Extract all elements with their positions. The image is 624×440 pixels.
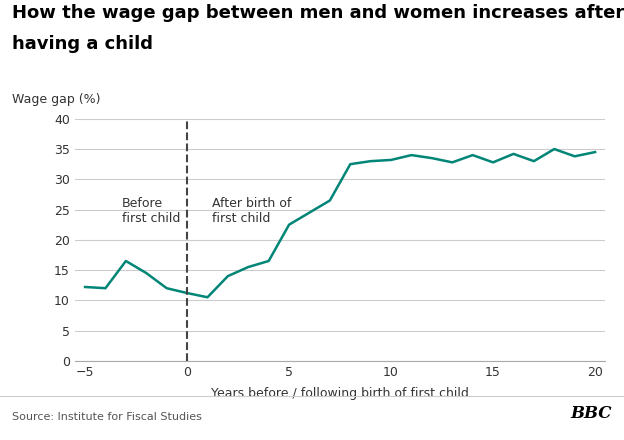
X-axis label: Years before / following birth of first child: Years before / following birth of first … bbox=[211, 387, 469, 400]
Text: After birth of
first child: After birth of first child bbox=[212, 198, 291, 225]
Text: having a child: having a child bbox=[12, 35, 154, 53]
Text: Before
first child: Before first child bbox=[122, 198, 180, 225]
Text: How the wage gap between men and women increases after: How the wage gap between men and women i… bbox=[12, 4, 624, 22]
Text: Wage gap (%): Wage gap (%) bbox=[12, 92, 101, 106]
Text: BBC: BBC bbox=[570, 405, 612, 422]
Text: Source: Institute for Fiscal Studies: Source: Institute for Fiscal Studies bbox=[12, 412, 202, 422]
